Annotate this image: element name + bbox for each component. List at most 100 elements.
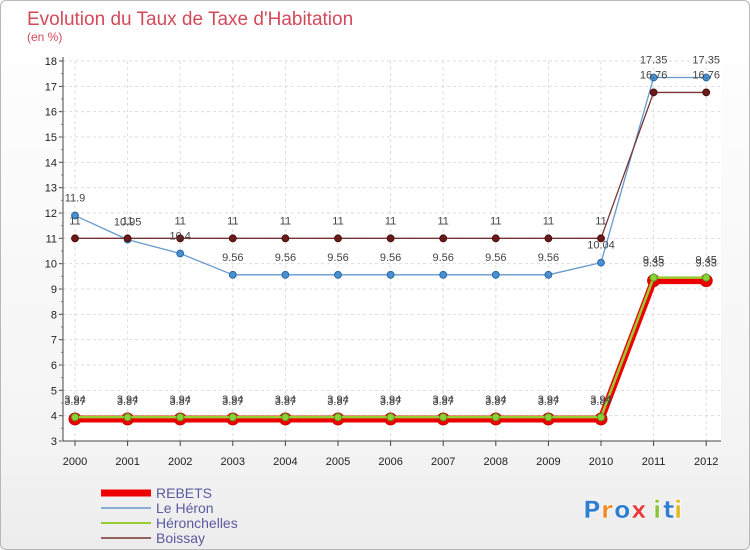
data-label: 9.56 (327, 252, 348, 264)
logo-letter: x (631, 496, 647, 524)
x-tick-label: 2012 (694, 456, 718, 468)
logo-letter: o (614, 496, 631, 524)
data-point (386, 270, 395, 279)
data-point (544, 270, 553, 279)
data-point (71, 234, 79, 243)
x-tick-label: 2010 (589, 456, 613, 468)
data-label: 3.87 (117, 396, 138, 408)
x-tick-label: 2005 (326, 456, 350, 468)
data-label: 3.94 (64, 394, 85, 406)
data-label: 3.87 (327, 396, 348, 408)
data-point (71, 211, 79, 220)
data-label: 11 (490, 215, 501, 227)
logo-letter: P (583, 496, 601, 524)
data-label: 11 (227, 215, 238, 227)
series-layer (68, 73, 713, 426)
data-label: 3.94 (275, 394, 296, 406)
y-tick-label: 10 (45, 259, 57, 271)
data-label: 11 (385, 215, 396, 227)
data-label: 10.04 (587, 240, 615, 252)
data-point (544, 234, 553, 243)
data-label: 3.94 (485, 394, 506, 406)
data-point (439, 413, 448, 422)
logo-letter: t (663, 496, 674, 524)
data-point (702, 88, 711, 97)
data-label: 16.76 (640, 69, 668, 81)
data-label: 11 (69, 215, 80, 227)
y-tick-label: 13 (45, 183, 57, 195)
legend-label: Le Héron (156, 500, 214, 516)
data-point (491, 413, 500, 422)
data-label: 3.87 (485, 396, 506, 408)
series-h-ronchelles (70, 273, 711, 422)
data-point (491, 234, 500, 243)
y-tick-label: 3 (51, 436, 57, 448)
data-point (439, 270, 448, 279)
data-label: 16.76 (692, 69, 720, 81)
data-point (597, 234, 605, 243)
data-point (176, 234, 185, 243)
x-tick-label: 2000 (63, 456, 87, 468)
data-point (281, 413, 290, 422)
data-label: 9.56 (380, 252, 401, 264)
data-label: 3.94 (432, 394, 453, 406)
data-label: 3.87 (380, 396, 401, 408)
data-point (386, 234, 395, 243)
legend-label: REBETS (156, 485, 212, 501)
data-point (228, 413, 237, 422)
data-label: 3.94 (169, 394, 190, 406)
x-tick-label: 2011 (642, 456, 666, 468)
data-label: 3.94 (117, 394, 138, 406)
data-label: 3.87 (590, 396, 611, 408)
chart-title: Evolution du Taux de Taxe d'Habitation (27, 9, 353, 30)
chart-subtitle: (en %) (27, 30, 62, 44)
x-tick-label: 2004 (273, 456, 297, 468)
y-tick-label: 11 (46, 233, 57, 245)
data-point (281, 270, 290, 279)
x-tick-label: 2003 (221, 456, 245, 468)
data-point (176, 413, 185, 422)
x-tick-label: 2009 (536, 456, 560, 468)
data-label: 3.87 (222, 396, 243, 408)
y-tick-label: 14 (45, 157, 57, 169)
data-label: 17.35 (640, 54, 668, 66)
data-label: 9.56 (432, 252, 453, 264)
data-label: 11 (543, 215, 554, 227)
data-point (70, 413, 80, 422)
axes: 3 4 5 6 7 8 9 10 11 12 13 14 15 16 17 18 2000 2001 2002 200… (45, 56, 721, 468)
y-tick-label: 4 (51, 411, 57, 423)
data-label: 9.33 (695, 258, 716, 270)
data-point (228, 234, 237, 243)
data-point (123, 234, 132, 243)
data-point (228, 270, 237, 279)
data-label: 10.4 (169, 231, 190, 243)
data-labels: 3.87 3.87 3.87 3.87 3.87 3.87 3.87 3.87 3.87 3.87… (64, 54, 720, 407)
data-label: 9.56 (485, 252, 506, 264)
data-point (491, 270, 500, 279)
y-tick-label: 7 (51, 335, 57, 347)
data-point (176, 249, 185, 258)
data-point (281, 234, 290, 243)
data-label: 11 (332, 215, 343, 227)
data-label: 11 (174, 215, 185, 227)
series-boissay (71, 88, 711, 243)
data-point (702, 73, 711, 82)
data-label: 3.87 (432, 396, 453, 408)
y-tick-label: 17 (45, 81, 57, 93)
legend-label: Boissay (156, 530, 205, 546)
y-tick-label: 12 (45, 208, 57, 220)
y-tick-label: 16 (45, 107, 57, 119)
logo-letter: r (601, 496, 613, 524)
data-point (597, 258, 605, 267)
data-point (649, 273, 658, 282)
data-label: 3.94 (590, 394, 611, 406)
data-label: 11 (122, 215, 133, 227)
logo-letter: i (653, 496, 661, 524)
data-point (649, 73, 658, 82)
data-label: 3.87 (64, 396, 85, 408)
data-label: 3.94 (327, 394, 348, 406)
